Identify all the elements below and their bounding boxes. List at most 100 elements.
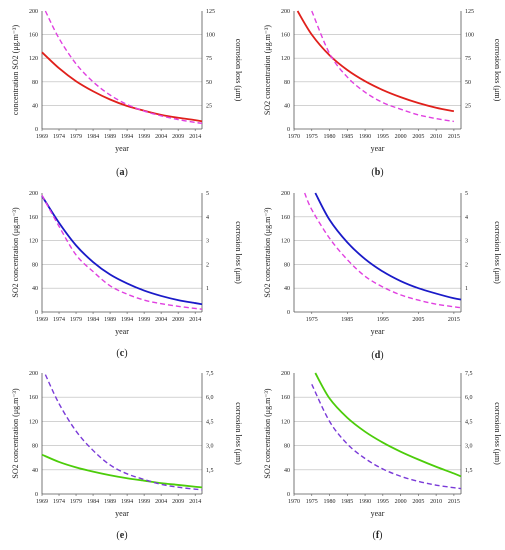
y-tick-label-left: 160 bbox=[29, 215, 38, 221]
y-axis-title-left: SO2 concentration (μg.m⁻³) bbox=[11, 388, 20, 479]
y-tick-label-left: 200 bbox=[281, 371, 290, 377]
y-tick-label-left: 80 bbox=[32, 80, 38, 86]
x-tick-label: 1984 bbox=[87, 499, 99, 505]
panel-label: (f) bbox=[372, 530, 382, 541]
panel-f: 0 40 80 120 160 200 1,5 3,0 4,5 6,0 7,5 1970 1975 198… bbox=[263, 371, 502, 541]
y-tick-label-left: 160 bbox=[281, 215, 290, 221]
x-tick-label: 1995 bbox=[377, 317, 389, 323]
y-tick-label-right: 4,5 bbox=[206, 419, 214, 425]
y-tick-label-right: 3 bbox=[206, 239, 209, 245]
x-tick-label: 2015 bbox=[448, 499, 460, 505]
y-tick-label-left: 120 bbox=[281, 56, 290, 62]
y-tick-label-left: 40 bbox=[32, 103, 38, 109]
x-axis-title: year bbox=[371, 144, 385, 153]
x-tick-label: 2010 bbox=[430, 499, 442, 505]
x-tick-label: 2005 bbox=[412, 499, 424, 505]
x-tick-label: 1995 bbox=[377, 134, 389, 140]
y-tick-label-right: 75 bbox=[465, 56, 471, 62]
x-tick-label: 2014 bbox=[189, 317, 201, 323]
y-tick-label-left: 120 bbox=[29, 239, 38, 245]
x-tick-label: 1990 bbox=[359, 499, 371, 505]
x-tick-label: 1974 bbox=[53, 134, 65, 140]
y-tick-label-left: 120 bbox=[281, 419, 290, 425]
x-tick-label: 1975 bbox=[306, 134, 318, 140]
x-tick-label: 1970 bbox=[288, 499, 300, 505]
x-tick-label: 1989 bbox=[104, 499, 116, 505]
y-tick-label-right: 5 bbox=[206, 191, 209, 197]
y-tick-label-right: 3,0 bbox=[465, 444, 473, 450]
x-axis-title: year bbox=[115, 327, 129, 336]
x-tick-label: 2005 bbox=[412, 134, 424, 140]
x-tick-label: 2014 bbox=[189, 134, 201, 140]
y-tick-label-left: 40 bbox=[32, 468, 38, 474]
y-tick-label-left: 40 bbox=[284, 468, 290, 474]
panel-label: (c) bbox=[116, 348, 127, 359]
x-tick-label: 2004 bbox=[155, 499, 167, 505]
panel-label: (d) bbox=[371, 350, 383, 361]
y-tick-label-left: 0 bbox=[287, 127, 290, 133]
y-tick-label-left: 40 bbox=[284, 103, 290, 109]
y-axis-title-left: SO2 concentration (μg.m⁻³) bbox=[263, 25, 272, 116]
y-tick-label-right: 4 bbox=[206, 215, 209, 221]
x-axis-title: year bbox=[371, 327, 385, 336]
x-tick-label: 1975 bbox=[306, 499, 318, 505]
panel-d: 0 40 80 120 160 200 1 2 3 4 5 1975 1985 1995 2005 2015 y… bbox=[263, 191, 502, 361]
x-tick-label: 1974 bbox=[53, 499, 65, 505]
y-tick-label-right: 50 bbox=[465, 80, 471, 86]
so2-concentration-line bbox=[41, 195, 203, 306]
y-tick-label-left: 200 bbox=[29, 371, 38, 377]
x-tick-label: 2000 bbox=[395, 134, 407, 140]
panel-label: (e) bbox=[116, 530, 127, 541]
x-tick-label: 1969 bbox=[36, 134, 48, 140]
corrosion-loss-line bbox=[41, 195, 203, 310]
corrosion-loss-line bbox=[44, 10, 203, 125]
x-tick-label: 1994 bbox=[121, 134, 133, 140]
panel-label: (a) bbox=[116, 167, 128, 178]
y-tick-label-right: 7,5 bbox=[206, 371, 214, 377]
x-tick-label: 2015 bbox=[448, 317, 460, 323]
y-tick-label-right: 3,0 bbox=[206, 444, 214, 450]
x-tick-label: 1994 bbox=[121, 317, 133, 323]
so2-concentration-line bbox=[314, 372, 462, 478]
x-tick-label: 1984 bbox=[87, 317, 99, 323]
so2-concentration-line bbox=[314, 192, 462, 301]
y-tick-label-left: 120 bbox=[29, 419, 38, 425]
x-tick-label: 1980 bbox=[324, 134, 336, 140]
x-tick-label: 2000 bbox=[395, 499, 407, 505]
y-tick-label-left: 80 bbox=[284, 80, 290, 86]
x-axis-title: year bbox=[115, 509, 129, 518]
y-axis-title-left: SO2 concentration (μg.m⁻³) bbox=[263, 388, 272, 479]
x-tick-label: 2009 bbox=[172, 499, 184, 505]
x-tick-label: 1989 bbox=[104, 317, 116, 323]
y-tick-label-right: 25 bbox=[465, 103, 471, 109]
x-tick-label: 1985 bbox=[341, 317, 353, 323]
x-tick-label: 2014 bbox=[189, 499, 201, 505]
y-axis-title-left: SO2 concentration (μg.m⁻³) bbox=[11, 207, 20, 298]
y-tick-label-left: 200 bbox=[29, 9, 38, 15]
y-tick-label-right: 1,5 bbox=[206, 468, 214, 474]
x-tick-label: 1989 bbox=[104, 134, 116, 140]
y-tick-label-right: 5 bbox=[465, 191, 468, 197]
y-tick-label-right: 100 bbox=[206, 33, 215, 39]
x-tick-label: 2004 bbox=[155, 134, 167, 140]
y-tick-label-left: 0 bbox=[35, 127, 38, 133]
y-tick-label-right: 2 bbox=[206, 262, 209, 268]
x-tick-label: 2009 bbox=[172, 317, 184, 323]
panel-e: 0 40 80 120 160 200 1,5 3,0 4,5 6,0 7,5 1969 1974 197… bbox=[11, 371, 243, 541]
x-tick-label: 2009 bbox=[172, 134, 184, 140]
y-tick-label-left: 80 bbox=[284, 444, 290, 450]
x-tick-label: 1979 bbox=[70, 499, 82, 505]
y-tick-label-left: 40 bbox=[284, 286, 290, 292]
y-tick-label-right: 6,0 bbox=[206, 395, 214, 401]
y-axis-title-left: concentration SO2 (μg.m⁻³) bbox=[11, 25, 20, 116]
panel-c: 0 40 80 120 160 200 1 2 3 4 5 1969 1974 1979 1984 1989 1… bbox=[11, 191, 243, 359]
y-tick-label-right: 4,5 bbox=[465, 419, 473, 425]
y-tick-label-left: 80 bbox=[32, 444, 38, 450]
panel-a: 0 40 80 120 160 200 25 50 75 100 125 1969 1974 1979 19… bbox=[11, 9, 243, 178]
y-tick-label-left: 0 bbox=[35, 310, 38, 316]
y-tick-label-right: 100 bbox=[465, 33, 474, 39]
y-axis-title-right: corrosion loss (μm) bbox=[234, 39, 243, 102]
y-tick-label-left: 160 bbox=[29, 395, 38, 401]
y-tick-label-left: 200 bbox=[281, 191, 290, 197]
y-tick-label-right: 1,5 bbox=[465, 468, 473, 474]
